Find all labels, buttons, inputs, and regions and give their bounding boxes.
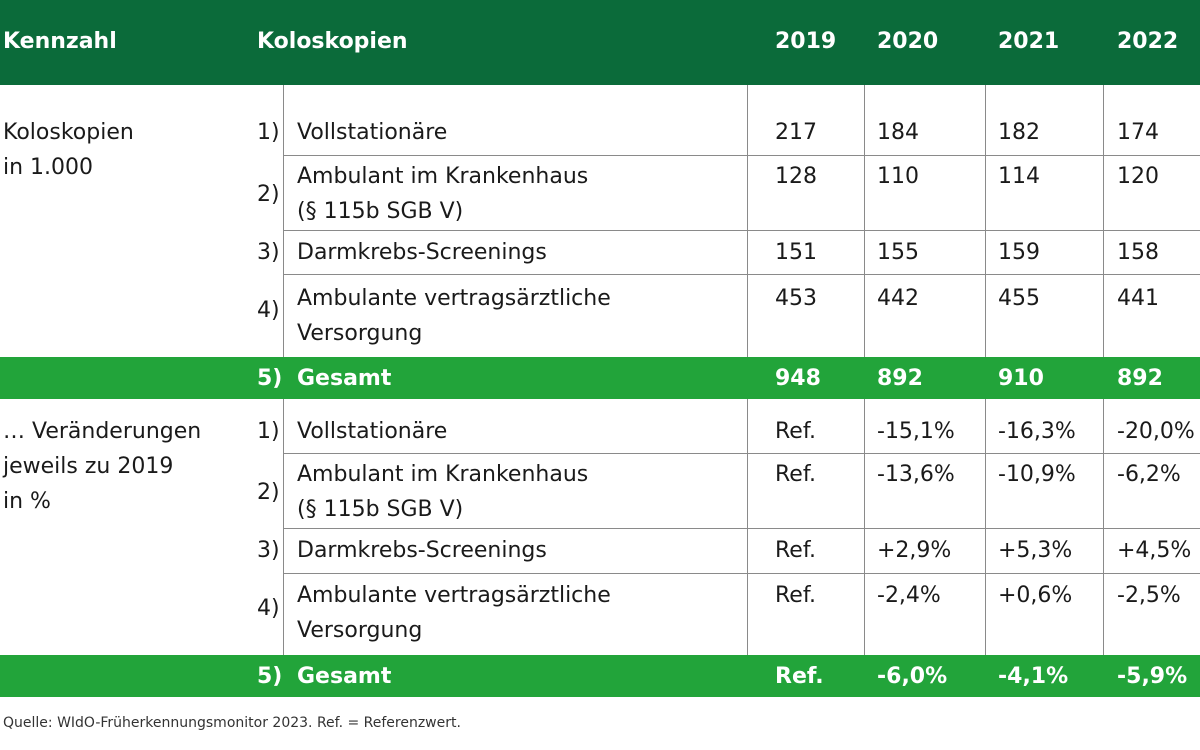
source-note: Quelle: WIdO-Früherkennungsmonitor 2023.… (3, 715, 461, 731)
s1-row3-val-2022: 158 (1117, 240, 1159, 265)
s1-row4-label: Ambulante vertragsärztliche (297, 286, 611, 311)
row-divider (283, 573, 1200, 574)
s2-row3-val-2021: +5,3% (998, 538, 1073, 563)
s1-row2-val-2019: 128 (775, 164, 817, 189)
s1-total-val-2022: 892 (1117, 366, 1163, 391)
s2-row1-val-2019: Ref. (775, 419, 816, 444)
row-divider (283, 453, 1200, 454)
s2-row4-label-line2: Versorgung (297, 618, 423, 643)
s2-row4-num: 4) (257, 596, 280, 621)
section1-label-line1: Koloskopien (3, 120, 134, 145)
row-divider (283, 528, 1200, 529)
header-year-2021: 2021 (998, 29, 1060, 54)
divider-2021-s1 (985, 85, 986, 357)
s2-total-val-2019: Ref. (775, 664, 824, 689)
s2-total-label: Gesamt (297, 664, 392, 689)
s1-row2-val-2021: 114 (998, 164, 1040, 189)
row-divider (283, 230, 1200, 231)
s1-row4-val-2019: 453 (775, 286, 817, 311)
s2-row3-val-2022: +4,5% (1117, 538, 1192, 563)
section2-label-line1: … Veränderungen (3, 419, 202, 444)
s2-row2-val-2019: Ref. (775, 462, 816, 487)
s2-row1-val-2020: -15,1% (877, 419, 955, 444)
s2-row4-val-2021: +0,6% (998, 583, 1073, 608)
s2-row2-label-line2: (§ 115b SGB V) (297, 497, 464, 522)
s2-row4-val-2020: -2,4% (877, 583, 941, 608)
s2-row2-val-2020: -13,6% (877, 462, 955, 487)
s1-row1-val-2022: 174 (1117, 120, 1159, 145)
section1-total-row: 5) Gesamt 948 892 910 892 (0, 357, 1200, 399)
s1-row4-val-2020: 442 (877, 286, 919, 311)
s2-row4-val-2019: Ref. (775, 583, 816, 608)
s1-row4-num: 4) (257, 298, 280, 323)
divider-num-s2 (283, 399, 284, 655)
s1-row2-num: 2) (257, 182, 280, 207)
s1-total-val-2021: 910 (998, 366, 1044, 391)
s2-row1-val-2021: -16,3% (998, 419, 1076, 444)
s1-row3-label: Darmkrebs-Screenings (297, 240, 547, 265)
s2-row2-val-2022: -6,2% (1117, 462, 1181, 487)
s2-row3-val-2019: Ref. (775, 538, 816, 563)
s1-row4-label-line2: Versorgung (297, 321, 423, 346)
s1-total-val-2020: 892 (877, 366, 923, 391)
section2-total-row: 5) Gesamt Ref. -6,0% -4,1% -5,9% (0, 655, 1200, 697)
s1-row3-val-2019: 151 (775, 240, 817, 265)
s2-row3-num: 3) (257, 538, 280, 563)
s2-row4-label: Ambulante vertragsärztliche (297, 583, 611, 608)
row-divider (283, 155, 1200, 156)
divider-2020-s1 (864, 85, 865, 357)
s1-row2-label-line2: (§ 115b SGB V) (297, 199, 464, 224)
s2-row1-val-2022: -20,0% (1117, 419, 1195, 444)
section2-label-line2: jeweils zu 2019 (3, 454, 174, 479)
section2-label-line3: in % (3, 489, 51, 514)
s1-row4-val-2022: 441 (1117, 286, 1159, 311)
header-year-2020: 2020 (877, 29, 939, 54)
s1-total-label: Gesamt (297, 366, 392, 391)
s2-row2-num: 2) (257, 480, 280, 505)
s1-row3-val-2020: 155 (877, 240, 919, 265)
s1-total-val-2019: 948 (775, 366, 821, 391)
divider-2019-s2 (747, 399, 748, 655)
s1-row1-num: 1) (257, 120, 280, 145)
s2-row2-val-2021: -10,9% (998, 462, 1076, 487)
s2-row4-val-2022: -2,5% (1117, 583, 1181, 608)
divider-num-s1 (283, 85, 284, 357)
s2-row3-label: Darmkrebs-Screenings (297, 538, 547, 563)
s1-row3-val-2021: 159 (998, 240, 1040, 265)
header-year-2019: 2019 (775, 29, 837, 54)
header-kennzahl: Kennzahl (3, 29, 117, 54)
s2-total-val-2021: -4,1% (998, 664, 1069, 689)
table-header: Kennzahl Koloskopien 2019 2020 2021 2022 (0, 0, 1200, 85)
divider-2022-s2 (1103, 399, 1104, 655)
s2-row2-label: Ambulant im Krankenhaus (297, 462, 589, 487)
s1-row2-val-2022: 120 (1117, 164, 1159, 189)
divider-2019-s1 (747, 85, 748, 357)
s2-row1-num: 1) (257, 419, 280, 444)
s1-row4-val-2021: 455 (998, 286, 1040, 311)
s1-row2-label: Ambulant im Krankenhaus (297, 164, 589, 189)
s1-total-num: 5) (257, 366, 283, 391)
section1-label-line2: in 1.000 (3, 155, 94, 180)
s1-row1-val-2019: 217 (775, 120, 817, 145)
divider-2020-s2 (864, 399, 865, 655)
s1-row1-label: Vollstationäre (297, 120, 448, 145)
header-koloskopien: Koloskopien (257, 29, 408, 54)
divider-2021-s2 (985, 399, 986, 655)
s1-row3-num: 3) (257, 240, 280, 265)
s1-row2-val-2020: 110 (877, 164, 919, 189)
s2-row1-label: Vollstationäre (297, 419, 448, 444)
divider-2022-s1 (1103, 85, 1104, 357)
s2-total-num: 5) (257, 664, 283, 689)
row-divider (283, 274, 1200, 275)
s2-total-val-2022: -5,9% (1117, 664, 1188, 689)
s2-total-val-2020: -6,0% (877, 664, 948, 689)
header-year-2022: 2022 (1117, 29, 1179, 54)
s1-row1-val-2020: 184 (877, 120, 919, 145)
s1-row1-val-2021: 182 (998, 120, 1040, 145)
s2-row3-val-2020: +2,9% (877, 538, 952, 563)
